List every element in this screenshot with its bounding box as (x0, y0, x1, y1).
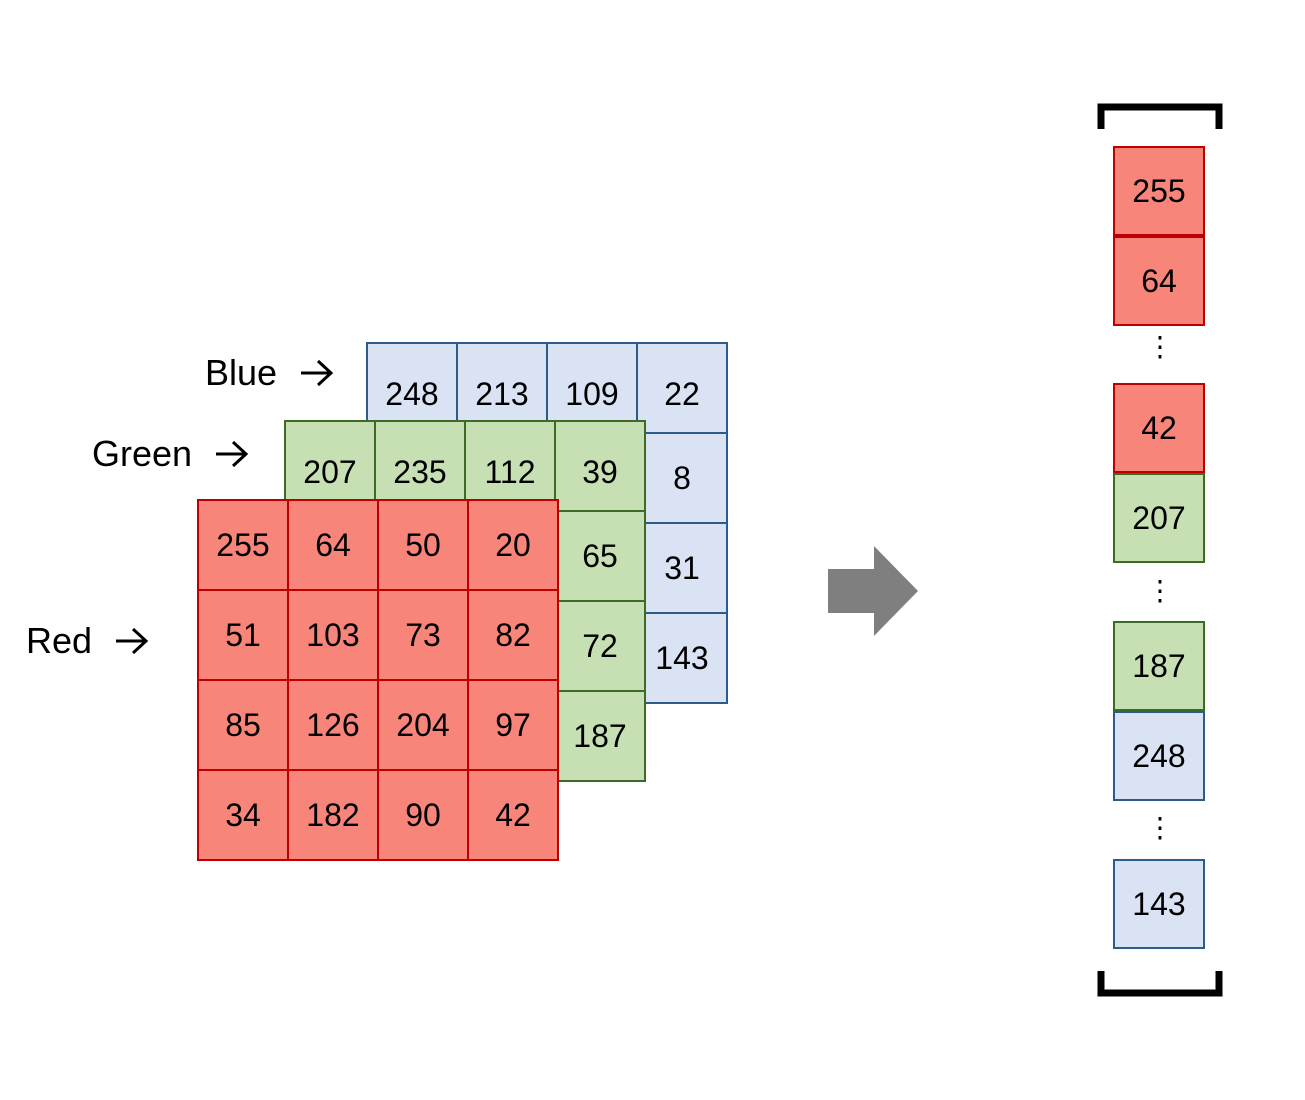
vector-cell: 255 (1113, 146, 1205, 236)
blue-cell: 213 (458, 344, 548, 434)
vector-cell: 143 (1113, 859, 1205, 949)
green-cell: 65 (556, 512, 646, 602)
vector-cell: 42 (1113, 383, 1205, 473)
red-cell: 204 (379, 681, 469, 771)
red-cell: 90 (379, 771, 469, 861)
red-cell: 50 (379, 501, 469, 591)
red-cell: 73 (379, 591, 469, 681)
red-channel-grid: 255 64 50 20 51 103 73 82 85 126 204 97 … (197, 499, 559, 861)
vector-top-bracket-icon (1097, 103, 1223, 129)
arrow-right-icon (301, 359, 334, 387)
arrow-right-icon (116, 627, 149, 655)
red-cell: 85 (199, 681, 289, 771)
green-cell: 72 (556, 602, 646, 692)
red-channel-label: Red (26, 620, 150, 662)
green-cell: 235 (376, 422, 466, 512)
vector-cell: 187 (1113, 621, 1205, 711)
green-label-text: Green (92, 433, 193, 474)
blue-label-text: Blue (205, 352, 278, 393)
vector-cell: 248 (1113, 711, 1205, 801)
blue-cell: 31 (638, 524, 728, 614)
red-cell: 182 (289, 771, 379, 861)
blue-cell: 22 (638, 344, 728, 434)
red-cell: 126 (289, 681, 379, 771)
red-cell: 97 (469, 681, 559, 771)
red-cell: 103 (289, 591, 379, 681)
blue-cell: 8 (638, 434, 728, 524)
blue-channel-label: Blue (205, 352, 335, 394)
vector-cell: 64 (1113, 236, 1205, 326)
green-cell: 112 (466, 422, 556, 512)
red-cell: 51 (199, 591, 289, 681)
green-channel-label: Green (92, 433, 250, 475)
vector-ellipsis: ⋮ (1146, 575, 1174, 606)
red-cell: 42 (469, 771, 559, 861)
red-cell: 64 (289, 501, 379, 591)
arrow-right-icon (216, 440, 249, 468)
vector-bottom-bracket-icon (1097, 971, 1223, 997)
red-label-text: Red (26, 620, 93, 661)
flatten-arrow-icon (828, 546, 918, 636)
red-cell: 20 (469, 501, 559, 591)
red-cell: 34 (199, 771, 289, 861)
blue-cell: 248 (368, 344, 458, 434)
blue-cell: 143 (638, 614, 728, 704)
vector-cell: 207 (1113, 473, 1205, 563)
red-cell: 82 (469, 591, 559, 681)
red-cell: 255 (199, 501, 289, 591)
vector-ellipsis: ⋮ (1146, 812, 1174, 843)
green-cell: 207 (286, 422, 376, 512)
green-cell: 39 (556, 422, 646, 512)
vector-ellipsis: ⋮ (1146, 331, 1174, 362)
green-cell: 187 (556, 692, 646, 782)
